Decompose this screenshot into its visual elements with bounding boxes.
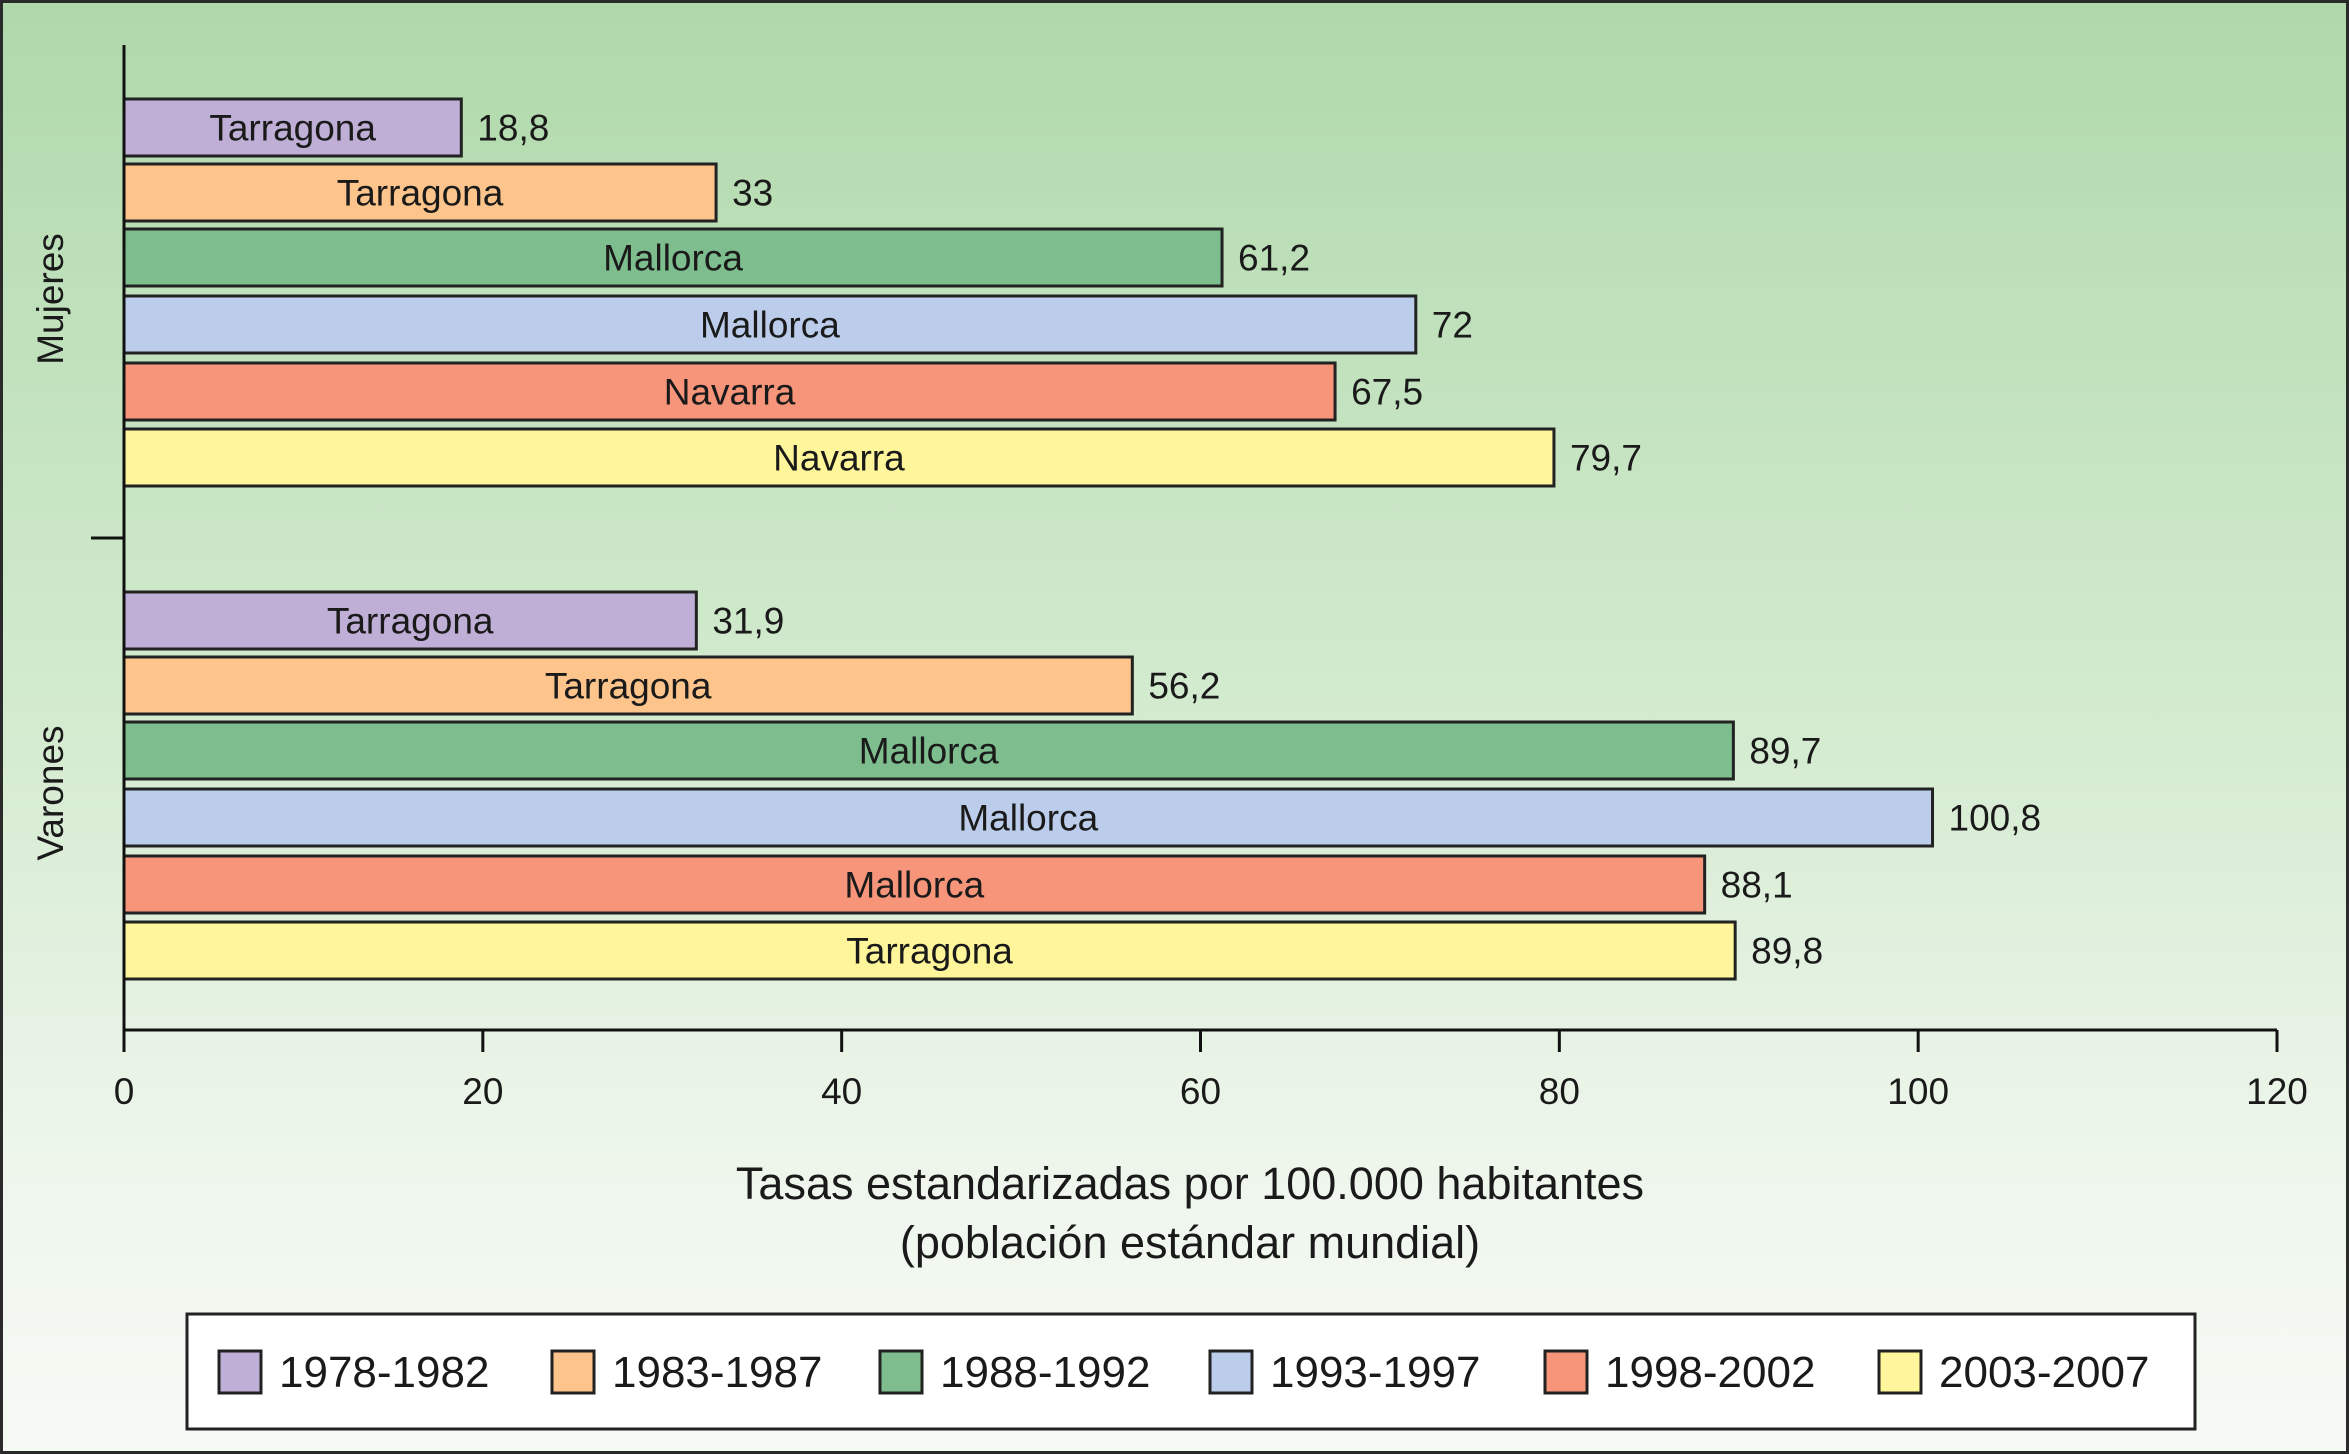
bar-value-label: 89,7 <box>1749 731 1821 772</box>
bar-varones-1978-1982 <box>122 590 698 651</box>
bar-value-label: 72 <box>1432 305 1473 346</box>
legend-label-1978-1982: 1978-1982 <box>279 1348 489 1397</box>
bar-value-label: 79,7 <box>1570 438 1642 479</box>
bar-value-label: 31,9 <box>712 601 784 642</box>
bar-value-label: 88,1 <box>1721 865 1793 906</box>
bar-region-label: Mallorca <box>844 865 984 906</box>
legend-swatch-1988-1992 <box>878 1349 924 1395</box>
bars-layer: Tarragona 18,8 Tarragona 33 Mallorca 61,2 Mall… <box>122 97 2042 981</box>
x-tick-label-20: 20 <box>462 1071 503 1112</box>
bar-value-label: 18,8 <box>477 108 549 149</box>
legend: 1978-1982 1983-1987 1988-1992 1993-1997 1998… <box>185 1312 2197 1431</box>
bar-value-label: 67,5 <box>1351 372 1423 413</box>
bar-mujeres-1998-2002 <box>122 361 1337 422</box>
x-tick-label-120: 120 <box>2246 1071 2308 1112</box>
bar-mujeres-1993-1997 <box>122 294 1418 355</box>
x-tick-label-80: 80 <box>1539 1071 1580 1112</box>
legend-label-1983-1987: 1983-1987 <box>612 1348 822 1397</box>
x-tick-label-40: 40 <box>821 1071 862 1112</box>
legend-label-2003-2007: 2003-2007 <box>1939 1348 2149 1397</box>
x-tick-label-0: 0 <box>114 1071 135 1112</box>
bar-varones-1998-2002 <box>122 854 1707 915</box>
legend-swatch-1993-1997 <box>1208 1349 1254 1395</box>
legend-swatch-1983-1987 <box>550 1349 596 1395</box>
bar-region-label: Tarragona <box>545 666 712 707</box>
bar-region-label: Mallorca <box>603 238 743 279</box>
bar-region-label: Navarra <box>773 438 905 479</box>
bar-varones-1993-1997 <box>122 787 1935 848</box>
bar-value-label: 61,2 <box>1238 238 1310 279</box>
bar-region-label: Mallorca <box>859 731 999 772</box>
group-label-varones: Varones <box>30 725 71 860</box>
legend-label-1998-2002: 1998-2002 <box>1605 1348 1815 1397</box>
bar-mujeres-1983-1987 <box>122 162 718 223</box>
legend-swatch-2003-2007 <box>1877 1349 1923 1395</box>
x-axis-label-line-1: Tasas estandarizadas por 100.000 habitan… <box>736 1158 1644 1209</box>
bar-value-label: 100,8 <box>1949 798 2042 839</box>
legend-swatch-1978-1982 <box>217 1349 263 1395</box>
bar-mujeres-1988-1992 <box>122 227 1224 288</box>
bar-region-label: Tarragona <box>327 601 494 642</box>
legend-label-1993-1997: 1993-1997 <box>1270 1348 1480 1397</box>
bar-region-label: Mallorca <box>958 798 1098 839</box>
legend-swatch-1998-2002 <box>1543 1349 1589 1395</box>
x-tick-label-60: 60 <box>1180 1071 1221 1112</box>
x-axis-label-line-2: (población estándar mundial) <box>900 1217 1480 1268</box>
bar-region-label: Tarragona <box>337 173 504 214</box>
bar-value-label: 89,8 <box>1751 931 1823 972</box>
legend-box <box>185 1312 2197 1431</box>
x-ticks: 0 20 40 60 80 100 120 <box>114 1030 2308 1112</box>
bar-value-label: 33 <box>732 173 773 214</box>
bar-region-label: Navarra <box>664 372 796 413</box>
legend-items: 1978-1982 1983-1987 1988-1992 1993-1997 1998… <box>217 1348 2149 1397</box>
bar-value-label: 56,2 <box>1148 666 1220 707</box>
bar-varones-2003-2007 <box>122 920 1737 981</box>
x-tick-label-100: 100 <box>1887 1071 1949 1112</box>
bar-chart: Tarragona 18,8 Tarragona 33 Mallorca 61,2 Mall… <box>30 45 2308 1431</box>
bar-region-label: Tarragona <box>209 108 376 149</box>
legend-label-1988-1992: 1988-1992 <box>940 1348 1150 1397</box>
group-labels: Mujeres Varones <box>30 233 71 860</box>
bar-region-label: Mallorca <box>700 305 840 346</box>
bar-region-label: Tarragona <box>846 931 1013 972</box>
group-label-mujeres: Mujeres <box>30 233 71 365</box>
